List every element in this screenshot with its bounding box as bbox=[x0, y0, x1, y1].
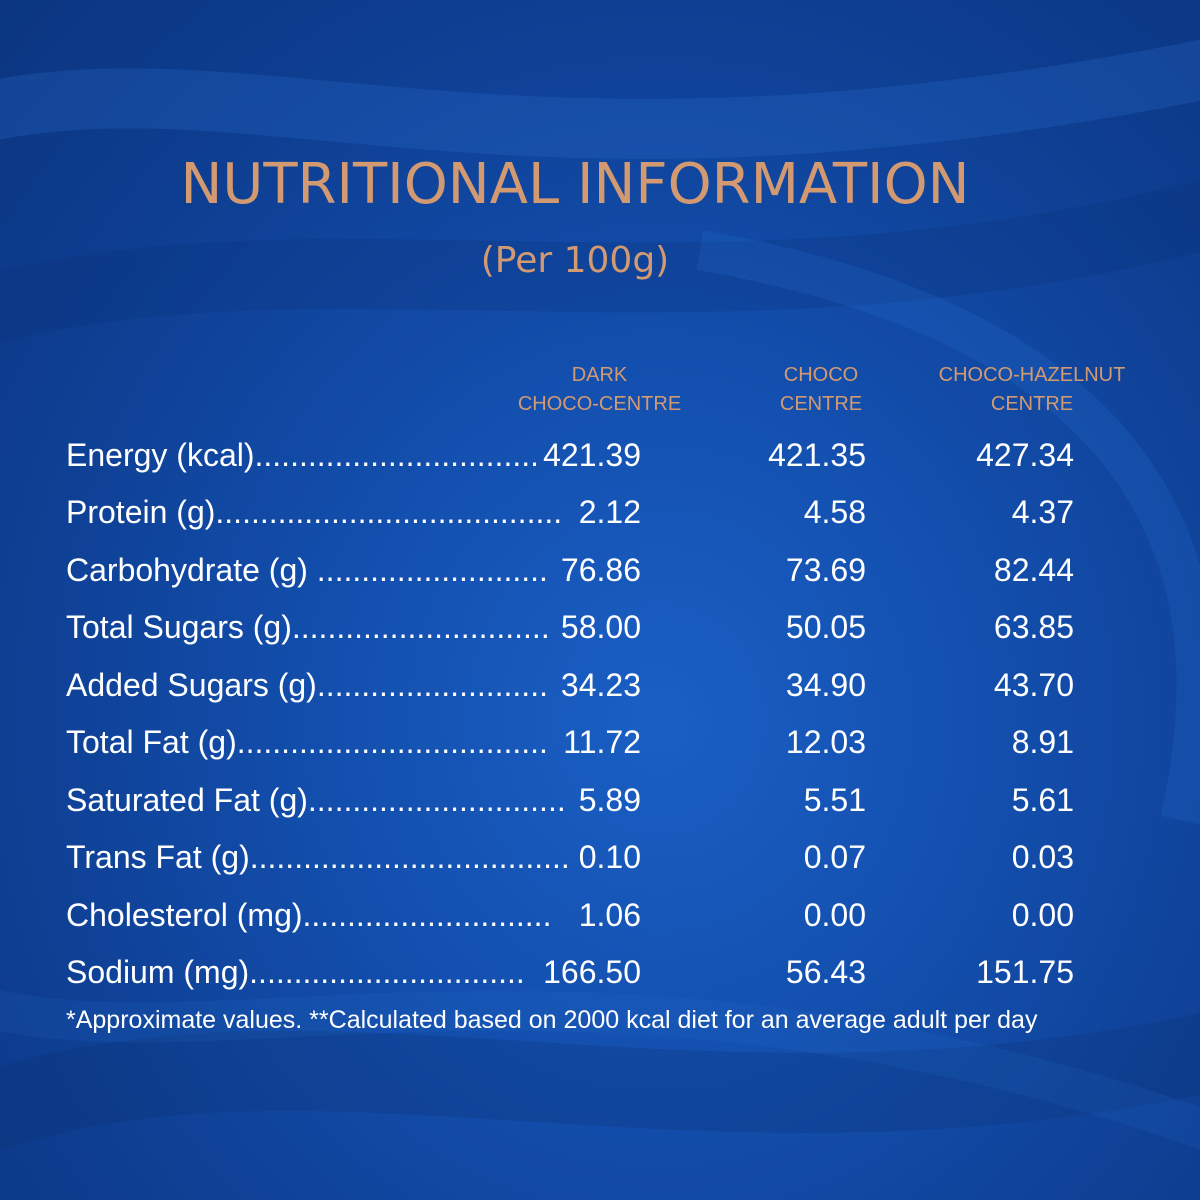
column-header-dark-choco-centre: DARK CHOCO-CENTRE bbox=[497, 361, 702, 419]
nutrient-label: Trans Fat (g)...........................… bbox=[66, 839, 570, 875]
value-choco-centre: 421.35 bbox=[768, 437, 866, 473]
value-choco-centre: 56.43 bbox=[785, 954, 866, 990]
value-choco-hazelnut-centre: 8.91 bbox=[1011, 724, 1074, 760]
value-choco-centre: 0.07 bbox=[803, 839, 866, 875]
nutrient-label: Sodium (mg).............................… bbox=[66, 954, 525, 990]
nutrient-label: Cholesterol (mg)........................… bbox=[66, 897, 552, 933]
column-header-line2: CENTRE bbox=[779, 393, 863, 415]
value-dark-choco-centre: 421.39 bbox=[543, 437, 641, 473]
value-choco-centre: 12.03 bbox=[785, 724, 866, 760]
value-dark-choco-centre: 34.23 bbox=[560, 667, 641, 703]
value-choco-centre: 4.58 bbox=[803, 494, 866, 530]
value-dark-choco-centre: 0.10 bbox=[578, 839, 641, 875]
nutrient-row-cholesterol: Cholesterol (mg)........................… bbox=[66, 891, 1166, 939]
nutrient-row-carbohydrate: Carbohydrate (g) .......................… bbox=[66, 546, 1166, 594]
nutrient-row-saturated-fat: Saturated Fat (g).......................… bbox=[66, 776, 1166, 824]
nutrient-row-total-sugars: Total Sugars (g)........................… bbox=[66, 603, 1166, 651]
column-header-line1: CHOCO bbox=[783, 364, 859, 386]
value-choco-hazelnut-centre: 82.44 bbox=[993, 552, 1074, 588]
value-choco-hazelnut-centre: 4.37 bbox=[1011, 494, 1074, 530]
nutrient-label: Saturated Fat (g).......................… bbox=[66, 782, 566, 818]
value-choco-hazelnut-centre: 0.03 bbox=[1011, 839, 1074, 875]
value-choco-centre: 5.51 bbox=[803, 782, 866, 818]
column-header-line2: CHOCO-CENTRE bbox=[517, 393, 682, 415]
nutrient-label: Added Sugars (g)........................… bbox=[66, 667, 546, 703]
value-choco-hazelnut-centre: 427.34 bbox=[976, 437, 1074, 473]
nutrient-row-energy: Energy (kcal)...........................… bbox=[66, 431, 1166, 479]
value-choco-centre: 50.05 bbox=[785, 609, 866, 645]
column-header-line1: CHOCO-HAZELNUT bbox=[938, 364, 1126, 386]
column-header-line2: CENTRE bbox=[990, 393, 1074, 415]
value-choco-centre: 0.00 bbox=[803, 897, 866, 933]
value-dark-choco-centre: 2.12 bbox=[578, 494, 641, 530]
nutrient-row-trans-fat: Trans Fat (g)...........................… bbox=[66, 833, 1166, 881]
value-choco-centre: 34.90 bbox=[785, 667, 866, 703]
nutrient-label: Total Fat (g)...........................… bbox=[66, 724, 546, 760]
column-header-choco-centre: CHOCO CENTRE bbox=[741, 361, 901, 419]
value-dark-choco-centre: 11.72 bbox=[563, 724, 641, 760]
footnote: *Approximate values. **Calculated based … bbox=[66, 1006, 1038, 1034]
value-choco-hazelnut-centre: 63.85 bbox=[993, 609, 1074, 645]
value-choco-hazelnut-centre: 43.70 bbox=[993, 667, 1074, 703]
value-dark-choco-centre: 166.50 bbox=[543, 954, 641, 990]
nutrient-label: Carbohydrate (g) .......................… bbox=[66, 552, 546, 588]
value-choco-centre: 73.69 bbox=[785, 552, 866, 588]
nutrient-row-sodium: Sodium (mg).............................… bbox=[66, 948, 1166, 996]
nutrient-row-protein: Protein (g).............................… bbox=[66, 488, 1166, 536]
nutrient-row-total-fat: Total Fat (g)...........................… bbox=[66, 718, 1166, 766]
value-dark-choco-centre: 58.00 bbox=[560, 609, 641, 645]
column-header-line1: DARK bbox=[571, 364, 628, 386]
page-subtitle: (Per 100g) bbox=[480, 240, 670, 281]
nutrient-row-added-sugars: Added Sugars (g)........................… bbox=[66, 661, 1166, 709]
value-choco-hazelnut-centre: 0.00 bbox=[1011, 897, 1074, 933]
nutrient-label: Protein (g).............................… bbox=[66, 494, 563, 530]
nutrient-label: Energy (kcal)...........................… bbox=[66, 437, 536, 473]
value-choco-hazelnut-centre: 5.61 bbox=[1011, 782, 1074, 818]
value-dark-choco-centre: 76.86 bbox=[560, 552, 641, 588]
column-header-choco-hazelnut-centre: CHOCO-HAZELNUT CENTRE bbox=[920, 361, 1144, 419]
value-choco-hazelnut-centre: 151.75 bbox=[976, 954, 1074, 990]
page-title: NUTRITIONAL INFORMATION bbox=[180, 152, 970, 217]
nutrient-label: Total Sugars (g)........................… bbox=[66, 609, 550, 645]
value-dark-choco-centre: 5.89 bbox=[578, 782, 641, 818]
value-dark-choco-centre: 1.06 bbox=[578, 897, 641, 933]
